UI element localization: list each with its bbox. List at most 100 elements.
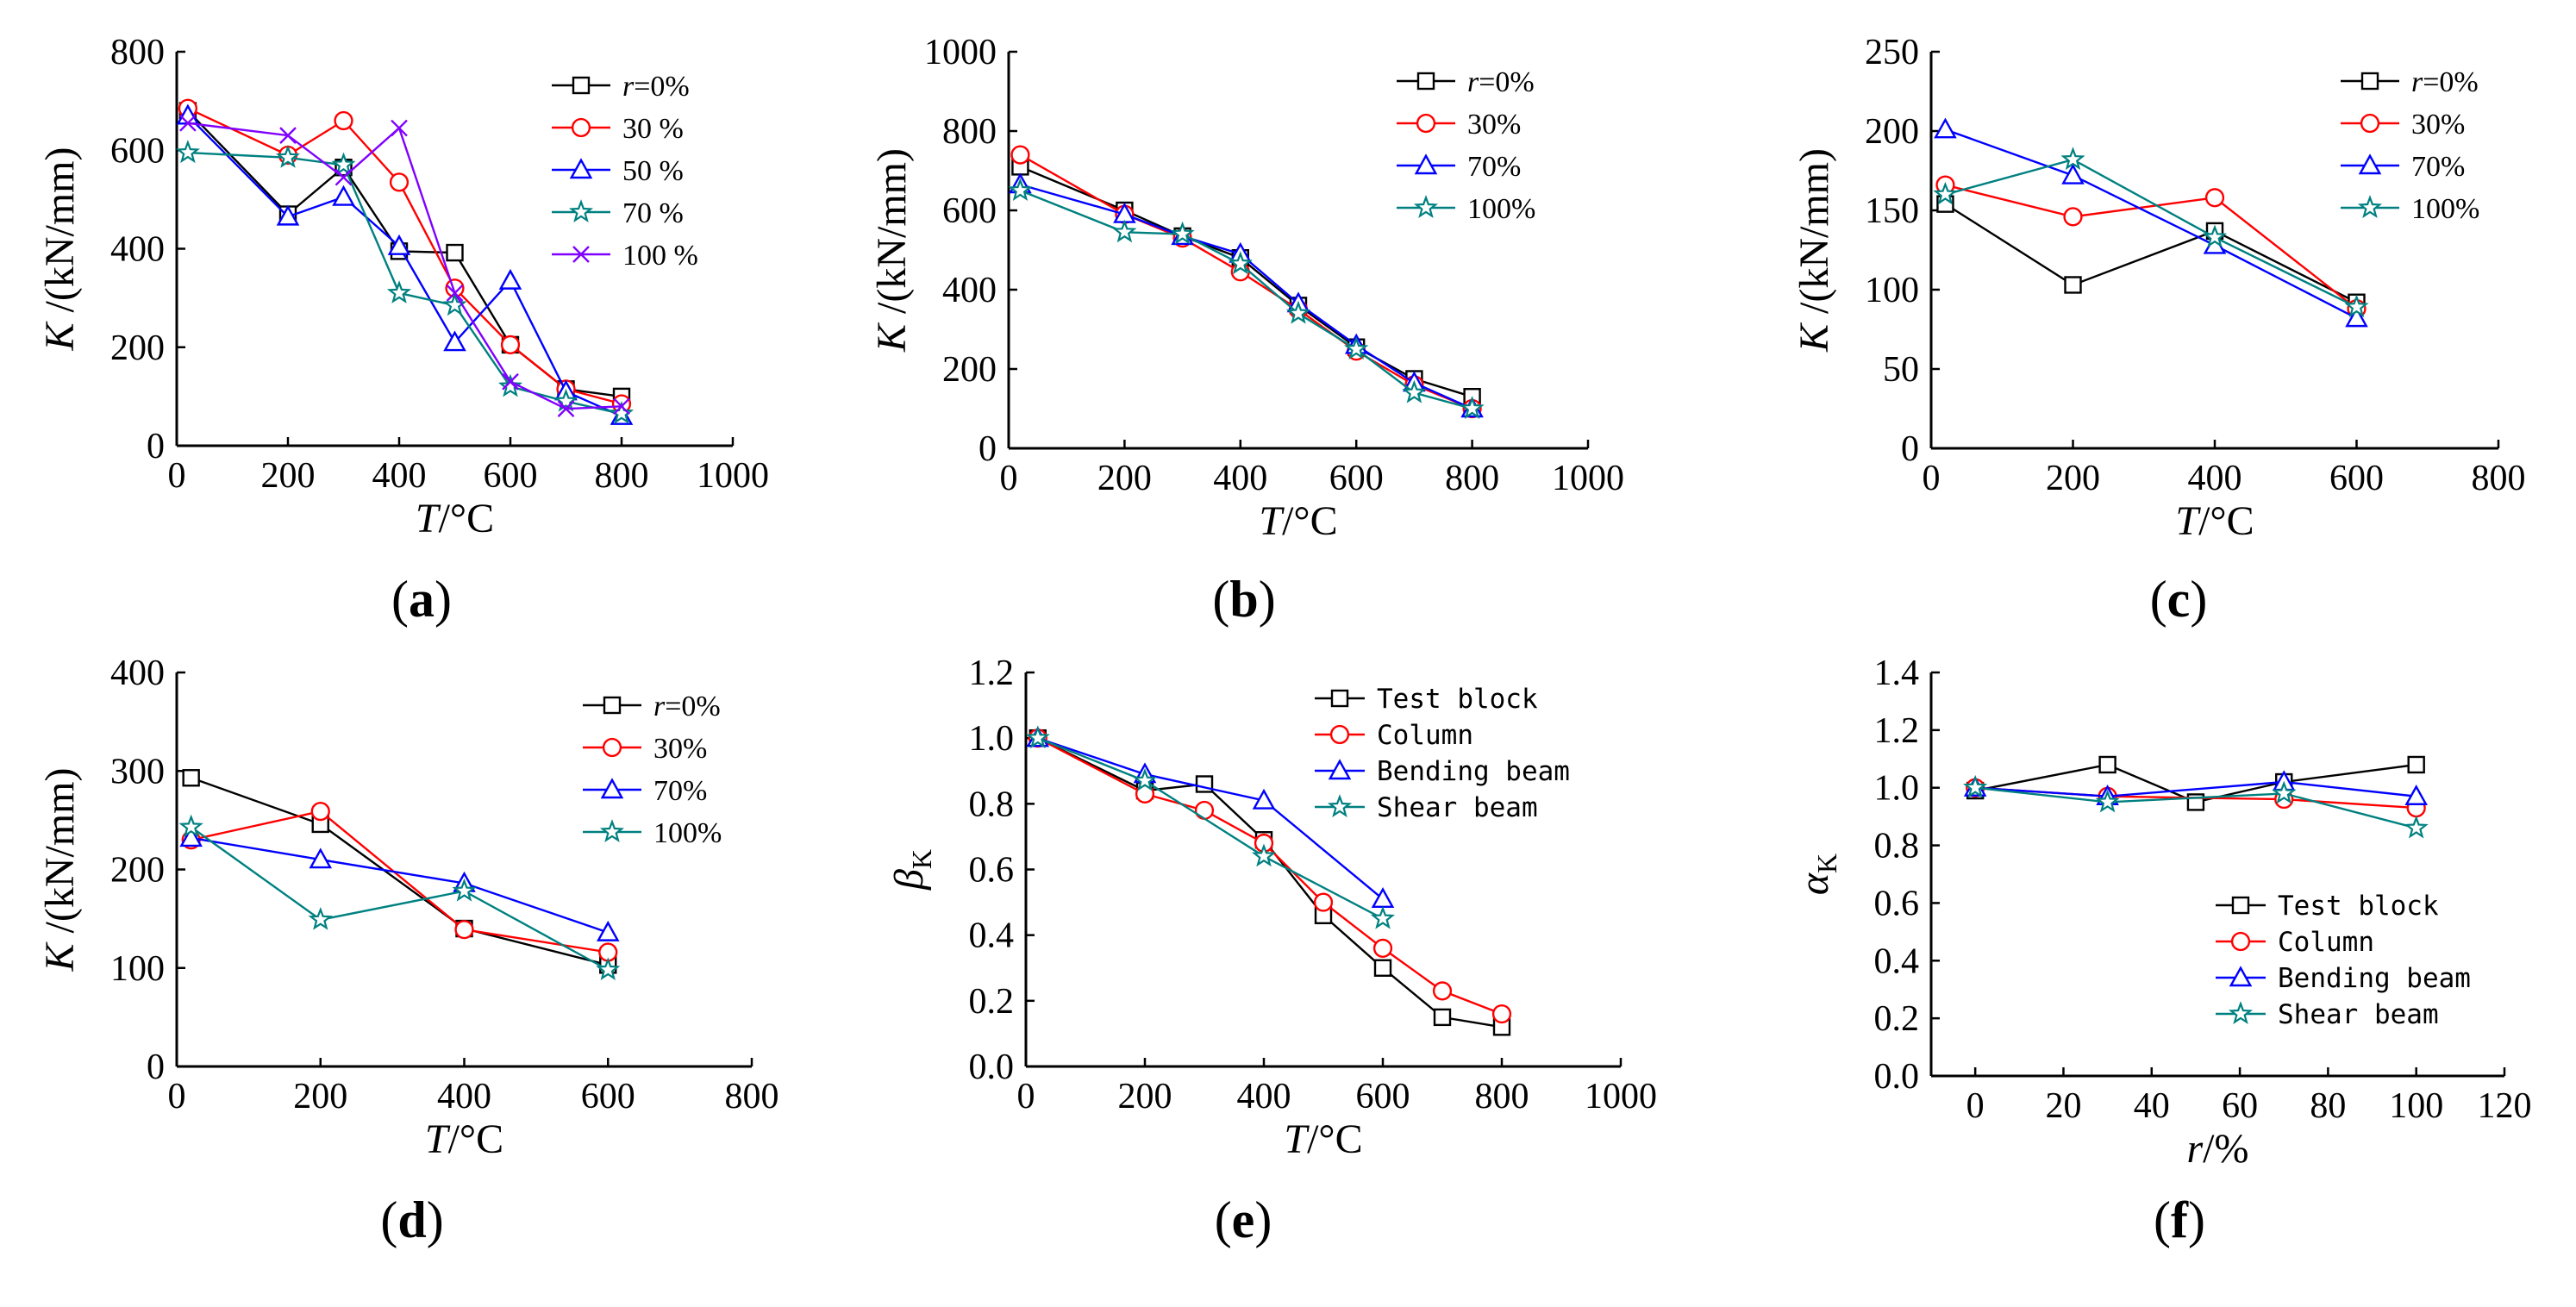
x-axis-label-symbol: T — [1259, 498, 1285, 544]
y-tick-label: 600 — [942, 191, 997, 231]
circle-marker — [1432, 981, 1453, 1001]
x-axis-label-symbol: T — [425, 1116, 451, 1162]
y-axis-label-symbol: K — [869, 322, 915, 353]
y-tick-label: 0 — [147, 1047, 165, 1087]
square-marker — [2098, 755, 2116, 774]
legend-item: 100% — [583, 817, 722, 849]
chart-panel-a: 0 200 400 600 800 1000 0 200 400 600 800 T/°C K /(kN… — [37, 33, 769, 628]
legend-label: 70% — [1467, 151, 1521, 183]
series-70- — [1009, 172, 1484, 418]
legend-item: 30% — [583, 733, 707, 765]
y-tick-label: 0.8 — [1874, 827, 1920, 866]
circle-marker — [1372, 938, 1393, 958]
chart-panel-e: 0 200 400 600 800 1000 0.0 0.2 0.4 0.6 0.8 1.0 1.2 T/… — [886, 654, 1657, 1248]
square-marker — [2064, 276, 2082, 294]
legend-item: 30% — [2341, 109, 2465, 141]
x-marker — [391, 119, 408, 137]
star-marker — [596, 957, 621, 981]
triangle-marker — [276, 204, 300, 226]
x-axis-label-unit: /°C — [448, 1116, 504, 1162]
x-marker — [502, 372, 519, 391]
triangle-marker — [2345, 306, 2368, 328]
x-axis-label-unit: /°C — [439, 496, 495, 541]
y-tick-label: 1.4 — [1874, 654, 1920, 693]
series-line — [191, 777, 609, 966]
x-tick-label: 800 — [1445, 459, 1499, 498]
triangle-marker — [179, 826, 203, 847]
triangle-marker — [1328, 759, 1352, 780]
legend-item: Bending beam — [1315, 756, 1570, 787]
circle-marker — [2360, 113, 2380, 134]
star-marker — [568, 199, 594, 223]
star-marker — [452, 878, 477, 902]
legend-item: r=0% — [1397, 66, 1535, 98]
triangle-marker — [2358, 153, 2382, 175]
star-marker — [1327, 794, 1353, 818]
circle-marker — [1194, 800, 1215, 821]
x-marker — [179, 114, 197, 132]
y-tick-label: 300 — [110, 752, 165, 791]
x-marker — [557, 400, 575, 418]
circle-marker — [2204, 188, 2225, 208]
x-marker — [613, 397, 630, 416]
series-r-0- — [1011, 158, 1481, 406]
legend-item: Column — [1315, 720, 1473, 751]
series-shear-beam — [1025, 725, 1396, 929]
triangle-marker — [2061, 163, 2085, 184]
panel-label: (f) — [2154, 1191, 2205, 1248]
legend-item: r=0% — [552, 71, 690, 103]
triangle-marker — [309, 847, 333, 869]
triangle-marker — [569, 158, 593, 179]
star-marker — [1933, 181, 1958, 205]
star-marker — [178, 814, 203, 838]
x-marker — [572, 246, 590, 263]
y-tick-label: 800 — [110, 33, 165, 72]
y-tick-label: 1.0 — [969, 719, 1015, 759]
circle-marker — [2063, 207, 2083, 227]
series-line — [187, 107, 622, 405]
star-marker — [2272, 780, 2297, 804]
legend-label: 100% — [653, 817, 722, 849]
series-line — [1945, 158, 2358, 309]
triangle-marker — [600, 778, 624, 799]
legend-item: 100% — [2341, 193, 2479, 225]
y-tick-label: 200 — [1865, 112, 1919, 152]
y-axis-label-symbol: K — [1791, 322, 1837, 353]
x-tick-label: 600 — [484, 456, 538, 496]
y-axis-label: K /(kN/mm) — [37, 768, 83, 972]
triangle-marker — [2229, 966, 2253, 987]
y-tick-label: 200 — [110, 328, 165, 368]
panel-label: (e) — [1215, 1191, 1272, 1248]
x-marker — [446, 285, 464, 302]
series-30- — [1010, 145, 1482, 419]
x-tick-label: 400 — [1213, 459, 1267, 498]
triangle-marker — [1252, 788, 1276, 810]
y-tick-label: 400 — [942, 271, 997, 310]
series-line — [1975, 780, 2417, 797]
x-tick-label: 1000 — [1552, 459, 1624, 498]
triangle-marker — [1371, 887, 1395, 908]
x-tick-label: 0 — [1966, 1086, 1985, 1126]
star-marker — [1344, 336, 1369, 360]
x-tick-label: 800 — [595, 456, 649, 496]
star-marker — [2404, 815, 2429, 839]
star-marker — [2202, 224, 2228, 248]
triangle-marker — [1414, 153, 1438, 175]
star-marker — [1370, 905, 1396, 929]
y-tick-label: 50 — [1883, 350, 1919, 390]
star-marker — [553, 388, 578, 412]
series-line — [191, 836, 609, 934]
y-axis-label: αK — [1791, 854, 1842, 895]
x-tick-label: 600 — [1329, 459, 1384, 498]
circle-marker — [310, 801, 330, 822]
x-axis-label-unit: /°C — [2198, 498, 2254, 544]
x-tick-label: 0 — [1923, 459, 1941, 498]
legend-item: 70 % — [552, 197, 684, 229]
legend-label: r=0% — [1467, 66, 1535, 98]
x-tick-label: 200 — [2046, 459, 2100, 498]
x-tick-label: 0 — [168, 1077, 186, 1116]
legend-item: Test block — [1315, 684, 1538, 715]
y-tick-label: 1.2 — [1874, 711, 1920, 751]
star-marker — [1460, 396, 1485, 420]
